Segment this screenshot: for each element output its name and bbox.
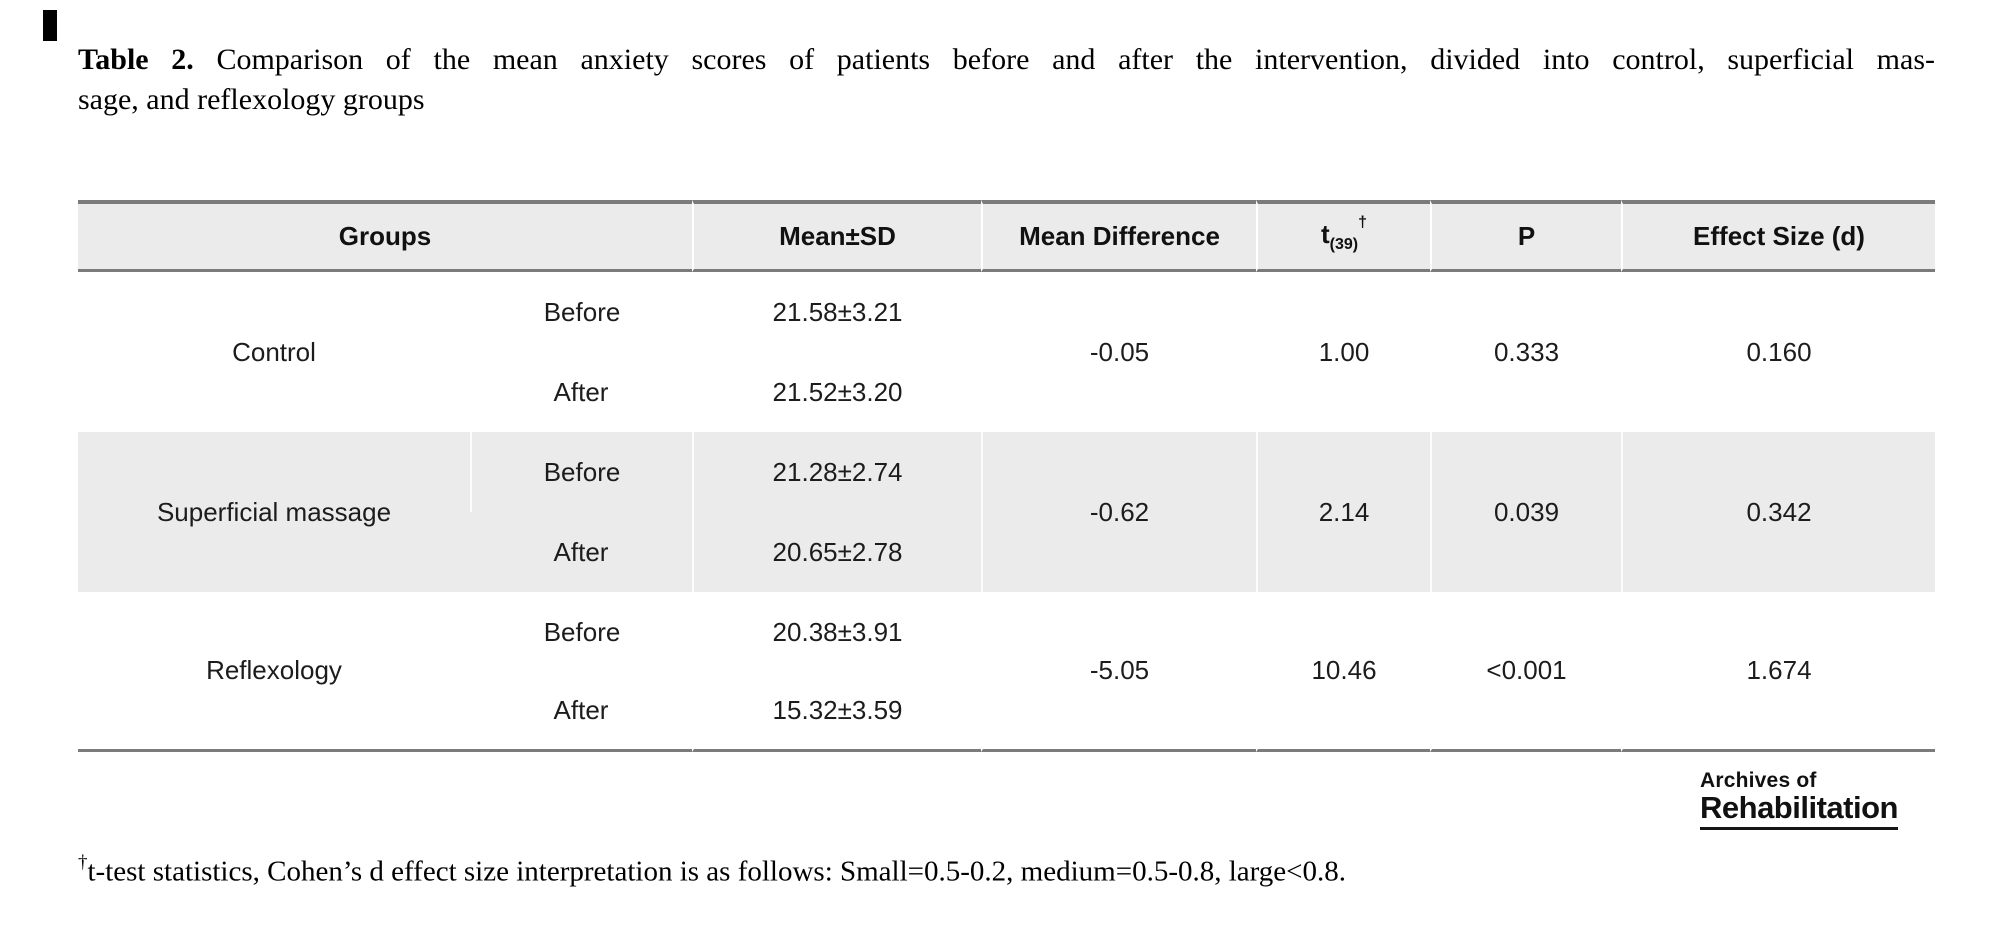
mean-difference-cell: -0.62 <box>981 432 1257 592</box>
table-caption: Table 2. Comparison of the mean anxiety … <box>78 40 1935 120</box>
t-value-cell: 2.14 <box>1256 432 1431 592</box>
t-value-cell: 10.46 <box>1256 592 1431 752</box>
mean-sd-cell: 21.58±3.21 <box>692 272 982 352</box>
header-mean-sd: Mean±SD <box>692 200 982 272</box>
table-row: Superficial massage Before 21.28±2.74 -0… <box>78 432 1936 592</box>
journal-logo-line1: Archives of <box>1700 769 1817 792</box>
t-base: t <box>1321 218 1330 249</box>
journal-logo: Archives of Rehabilitation <box>1700 769 1898 830</box>
phase-cell: Before <box>470 272 693 352</box>
table-caption-label: Table 2. <box>78 43 194 76</box>
table-row: After 15.32±3.59 <box>78 672 1935 752</box>
footnote-text: t-test statistics, Cohen’s d effect size… <box>87 855 1347 888</box>
effect-size-cell: 0.342 <box>1621 432 1936 592</box>
header-row: Groups Mean±SD Mean Difference t(39)† P … <box>78 200 1936 272</box>
phase-cell: After <box>470 672 693 752</box>
table-caption-line2: sage, and reflexology groups <box>78 83 425 116</box>
table-row: Control Before 21.58±3.21 -0.05 1.00 0.3… <box>78 272 1936 432</box>
footnote-dagger-icon: † <box>78 852 88 873</box>
header-mean-difference: Mean Difference <box>981 200 1257 272</box>
phase-cell: Before <box>470 432 693 512</box>
mean-difference-cell: -5.05 <box>981 592 1257 752</box>
group-name-cell: Control <box>78 272 470 432</box>
mean-sd-cell: 15.32±3.59 <box>692 672 982 752</box>
phase-cell: After <box>470 512 693 592</box>
p-value-cell: 0.039 <box>1430 432 1622 592</box>
phase-cell: After <box>470 352 693 432</box>
t-subscript: (39) <box>1329 236 1359 254</box>
effect-size-cell: 0.160 <box>1621 272 1936 432</box>
effect-size-cell: 1.674 <box>1621 592 1936 752</box>
header-groups: Groups <box>78 200 693 272</box>
p-value-cell: <0.001 <box>1430 592 1622 752</box>
table-row: After 20.65±2.78 <box>78 512 1935 592</box>
group-name-cell: Superficial massage <box>78 432 470 592</box>
header-effect-size: Effect Size (d) <box>1621 200 1936 272</box>
journal-logo-line2: Rehabilitation <box>1700 791 1898 830</box>
mean-sd-cell: 20.38±3.91 <box>692 592 982 672</box>
t-value-cell: 1.00 <box>1256 272 1431 432</box>
mean-sd-cell: 21.28±2.74 <box>692 432 982 512</box>
table-row: Reflexology Before 20.38±3.91 -5.05 10.4… <box>78 592 1936 752</box>
header-p-value: P <box>1430 200 1622 272</box>
p-value-cell: 0.333 <box>1430 272 1622 432</box>
table-caption-text: Comparison of the mean anxiety scores of… <box>193 43 1935 76</box>
text-cursor-artifact <box>43 10 57 41</box>
anxiety-scores-table: Groups Mean±SD Mean Difference t(39)† P … <box>78 200 1936 752</box>
mean-sd-cell: 20.65±2.78 <box>692 512 982 592</box>
mean-sd-cell: 21.52±3.20 <box>692 352 982 432</box>
table-caption-line1: Table 2. Comparison of the mean anxiety … <box>78 40 1935 80</box>
phase-cell: Before <box>470 592 693 672</box>
table-footnote: †t-test statistics, Cohen’s d effect siz… <box>78 852 1878 889</box>
header-t-statistic: t(39) † <box>1256 200 1431 272</box>
t-dagger-icon: † <box>1358 214 1368 232</box>
mean-difference-cell: -0.05 <box>981 272 1257 432</box>
group-name-cell: Reflexology <box>78 592 470 752</box>
table-row: After 21.52±3.20 <box>78 352 1935 432</box>
